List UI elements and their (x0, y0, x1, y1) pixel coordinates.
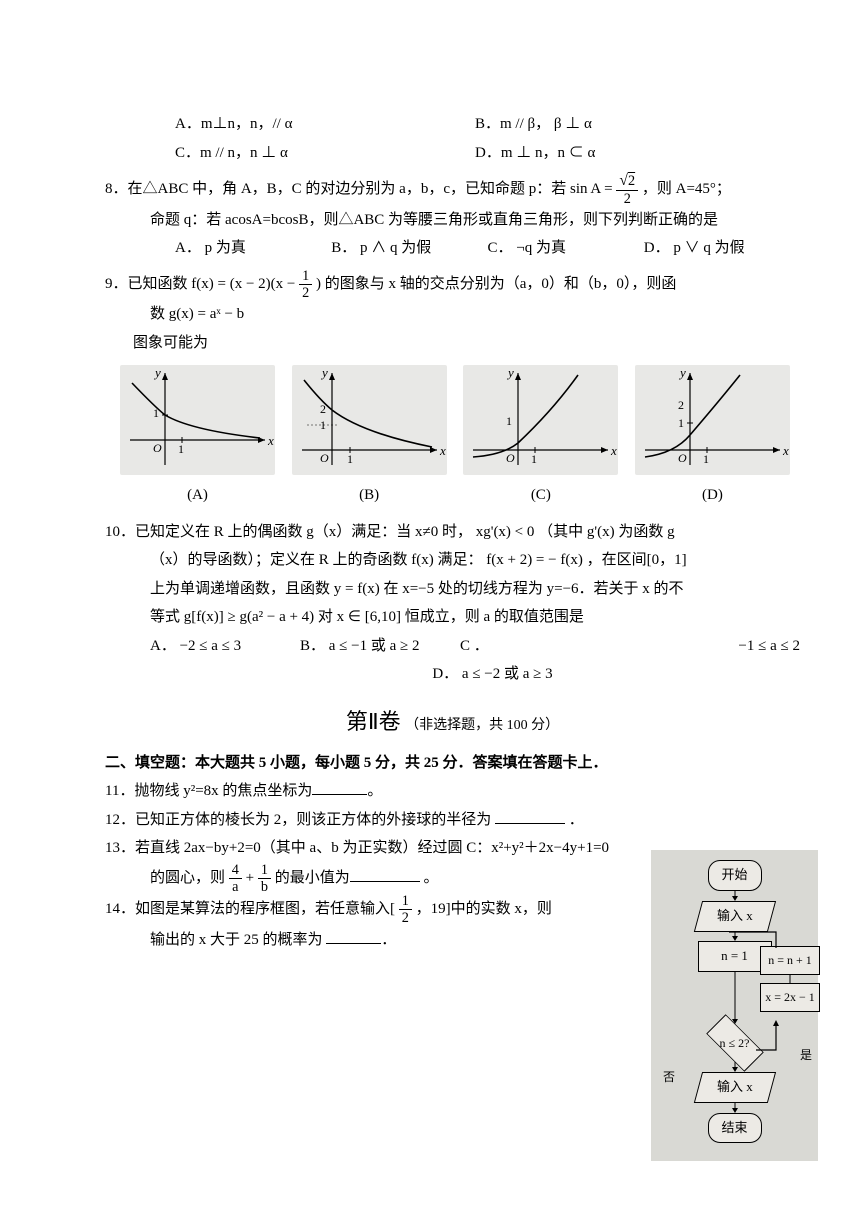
q8-opt-b: B． p ∧ q 为假 (331, 234, 487, 263)
section-2-main: 第Ⅱ卷 (346, 709, 401, 734)
svg-text:1: 1 (347, 452, 353, 466)
fc-loop-branch: n = n + 1 x = 2x − 1 (758, 946, 822, 1020)
section-2-sub: （非选择题，共 100 分） (405, 718, 559, 733)
svg-text:O: O (153, 441, 162, 455)
q11-blank (312, 779, 367, 795)
q9-line3: 图象可能为 (105, 329, 800, 358)
q7-opt-b: B．m // β， β ⊥ α (475, 110, 800, 139)
graph-c: x y O 1 1 (463, 365, 618, 475)
svg-text:y: y (153, 365, 161, 380)
svg-text:x: x (267, 433, 274, 448)
q8-text-1: 8．在△ABC 中，角 A，B，C 的对边分别为 a，b，c，已知命题 p：若 … (105, 181, 616, 197)
svg-text:1: 1 (178, 442, 184, 456)
graph-c-label: (C) (463, 481, 618, 510)
q10-opt-c2: −1 ≤ a ≤ 2 (520, 632, 800, 661)
fc-step-n: n = n + 1 (760, 946, 820, 975)
svg-text:y: y (678, 365, 686, 380)
q8-opt-c: C． ¬q 为真 (488, 234, 644, 263)
flowchart: 开始 输入 x n = 1 n = n + 1 x = 2x − 1 n ≤ 2… (651, 850, 818, 1161)
graph-a: x y O 1 1 (120, 365, 275, 475)
fc-input: 输入 x (693, 901, 775, 932)
svg-text:1: 1 (678, 416, 684, 430)
section-2-title: 第Ⅱ卷 （非选择题，共 100 分） (105, 701, 800, 743)
svg-text:2: 2 (678, 398, 684, 412)
fc-cond: n ≤ 2? (708, 1024, 762, 1062)
svg-text:x: x (782, 443, 789, 458)
svg-text:1: 1 (531, 452, 537, 466)
q8-line2: 命题 q：若 acosA=bcosB，则△ABC 为等腰三角形或直角三角形，则下… (105, 206, 800, 235)
q12-blank (495, 808, 565, 824)
fill-blank-header: 二、填空题：本大题共 5 小题，每小题 5 分，共 25 分．答案填在答题卡上． (105, 749, 800, 778)
q8-options: A． p 为真 B． p ∧ q 为假 C． ¬q 为真 D． p ∨ q 为假 (105, 234, 800, 263)
q8-text-1b: ，则 A=45°； (642, 181, 731, 197)
q7-opt-a: A．m⊥n，n，// α (175, 110, 475, 139)
svg-text:O: O (506, 451, 515, 465)
q9-graphs: x y O 1 1 (A) x (120, 365, 790, 510)
q9-line2: 数 g(x) = aˣ − b (105, 300, 800, 329)
q7-opt-d: D．m ⊥ n，n ⊂ α (475, 139, 800, 168)
graph-d-label: (D) (635, 481, 790, 510)
one-half-2: 12 (399, 894, 412, 926)
one-over-b: 1b (258, 863, 271, 895)
exam-page: A．m⊥n，n，// α B．m // β， β ⊥ α C．m // n，n … (0, 0, 860, 994)
svg-text:1: 1 (320, 418, 326, 432)
q10-l2: （x）的导函数）；定义在 R 上的奇函数 f(x) 满足： f(x + 2) =… (105, 546, 800, 575)
svg-text:y: y (320, 365, 328, 380)
svg-text:y: y (506, 365, 514, 380)
one-half: 1 2 (299, 269, 312, 301)
sqrt2-over-2: √2 2 (616, 173, 638, 206)
q11: 11．抛物线 y²=8x 的焦点坐标为。 (105, 777, 800, 806)
q12: 12．已知正方体的棱长为 2，则该正方体的外接球的半径为 ． (105, 806, 800, 835)
q10-opt-b: B． a ≤ −1 或 a ≥ 2 (300, 632, 460, 661)
graph-d: x y O 1 2 1 (635, 365, 790, 475)
svg-text:O: O (678, 451, 687, 465)
q9-text-1: 9．已知函数 f(x) = (x − 2)(x − (105, 276, 299, 292)
q10-l4: 等式 g[f(x)] ≥ g(a² − a + 4) 对 x ∈ [6,10] … (105, 603, 800, 632)
svg-text:x: x (439, 443, 446, 458)
graph-a-label: (A) (120, 481, 275, 510)
q8: 8．在△ABC 中，角 A，B，C 的对边分别为 a，b，c，已知命题 p：若 … (105, 173, 800, 206)
fc-yes-label: 是 (800, 1044, 812, 1067)
fc-output: 输入 x (693, 1072, 775, 1103)
q13-blank (350, 866, 420, 882)
svg-text:x: x (610, 443, 617, 458)
q8-opt-d: D． p ∨ q 为假 (644, 234, 800, 263)
q7-opt-c: C．m // n，n ⊥ α (175, 139, 475, 168)
q10-options: A． −2 ≤ a ≤ 3 B． a ≤ −1 或 a ≥ 2 C ． −1 ≤… (105, 632, 800, 661)
svg-text:O: O (320, 451, 329, 465)
svg-text:1: 1 (506, 414, 512, 428)
fc-start: 开始 (708, 860, 762, 891)
q9: 9．已知函数 f(x) = (x − 2)(x − 1 2 ) 的图象与 x 轴… (105, 269, 800, 301)
q8-opt-a: A． p 为真 (175, 234, 331, 263)
q9-text-1b: ) 的图象与 x 轴的交点分别为（a，0）和（b，0），则函 (316, 276, 676, 292)
q10-l1: 10．已知定义在 R 上的偶函数 g（x）满足：当 x≠0 时， xg'(x) … (105, 518, 800, 547)
fc-step-x: x = 2x − 1 (760, 983, 820, 1012)
q10-opt-c: C ． (460, 632, 520, 661)
q7-options: A．m⊥n，n，// α B．m // β， β ⊥ α C．m // n，n … (105, 110, 800, 167)
fc-no-label: 否 (663, 1066, 675, 1089)
q10-l3: 上为单调递增函数，且函数 y = f(x) 在 x=−5 处的切线方程为 y=−… (105, 575, 800, 604)
svg-text:1: 1 (703, 452, 709, 466)
fc-end: 结束 (708, 1113, 762, 1144)
q10-opt-a: A． −2 ≤ a ≤ 3 (150, 632, 300, 661)
four-over-a: 4a (229, 863, 242, 895)
graph-b-label: (B) (292, 481, 447, 510)
graph-b: x y O 1 2 1 (292, 365, 447, 475)
q10-opt-d: D． a ≤ −2 或 a ≥ 3 (105, 660, 800, 689)
q14-blank (326, 928, 381, 944)
